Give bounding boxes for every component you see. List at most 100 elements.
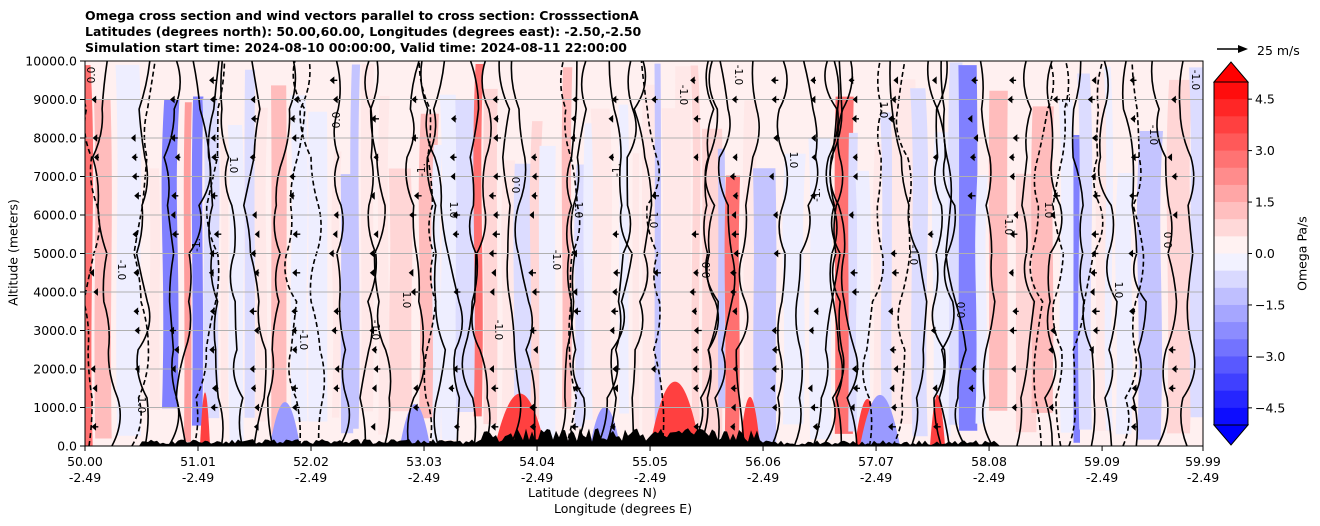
wind-vector-45 [968,384,975,393]
wind-vector-26 [1130,403,1138,412]
wind-vector-231 [289,114,296,123]
wind-vector-207 [608,153,614,162]
colorbar-band-10 [1214,253,1248,272]
wind-vector-10 [812,422,820,431]
wind-vector-249 [492,95,499,104]
omega-shaded-region-69 [1136,131,1163,440]
wind-vector-39 [730,384,737,393]
wind-vector-187 [1129,191,1137,200]
x-tick-label-lat-3: 53.03 [406,454,442,469]
wind-vector-247 [332,95,339,104]
wind-vector-169 [848,211,855,219]
wind-vector-113 [689,288,696,296]
wind-vector-176 [289,191,295,200]
wind-vector-272 [1009,76,1017,85]
wind-vector-221 [291,134,300,142]
wind-vector-243 [169,95,176,104]
wind-vector-163 [409,211,417,219]
y-tick-label-6: 6000.0 [33,208,77,223]
contour-label-29: -1.0 [1147,125,1159,146]
wind-vector-168 [772,211,779,219]
wind-vector-173 [134,191,141,200]
wind-vector-205 [449,153,457,162]
contour-label-10: 1.0 [447,202,459,219]
contour-label-20: 1.0 [787,152,799,169]
wind-vector-56 [612,365,621,373]
x-tick-label-lon-8: -2.49 [973,470,1005,485]
wind-vector-72 [771,345,780,354]
terrain-silhouette [85,428,1203,446]
wind-vector-254 [731,95,739,104]
wind-vector-190 [450,172,456,181]
wind-vector-184 [967,191,976,200]
wind-vector-161 [251,211,257,219]
omega-shaded-region-11 [254,107,268,422]
omega-shaded-region-63 [1058,99,1076,433]
wind-vector-189 [289,172,296,181]
wind-vector-62 [893,365,901,373]
colorbar-tick-label-0: 4.5 [1255,92,1275,107]
wind-vector-48 [90,365,96,373]
wind-vector-65 [1171,365,1178,373]
wind-vector-188 [131,172,140,181]
omega-shaded-region-56 [932,132,953,436]
contour-label-7: -1.0 [369,320,381,341]
contour-label-27: -1. [1061,93,1073,107]
wind-vector-106 [93,288,98,296]
wind-vector-42 [852,384,860,393]
wind-vector-114 [730,288,737,296]
wind-vector-153 [492,230,500,239]
wind-vector-182 [732,191,739,200]
wind-vector-159 [1091,230,1099,239]
wind-vector-115 [851,288,859,296]
colorbar-extend-bottom [1212,424,1250,446]
omega-shaded-region-68 [1115,173,1134,435]
wind-vector-238 [851,114,859,123]
wind-vector-108 [453,288,461,296]
omega-shaded-region-15 [331,151,342,418]
wind-vector-167 [731,211,737,219]
wind-vector-242 [91,95,97,104]
wind-vector-186 [1092,191,1101,200]
omega-shaded-region-8 [220,138,229,410]
wind-vector-47 [1168,384,1176,393]
reference-vector-head [1238,45,1248,53]
colorbar-band-15 [1214,339,1248,357]
wind-vector-74 [1048,345,1053,354]
omega-shaded-region-70 [1166,79,1193,434]
wind-vector-8 [693,422,700,431]
wind-vector-155 [691,230,699,239]
wind-vector-251 [611,95,619,104]
omega-strong-cell-0 [200,392,210,446]
title-line-2: Latitudes (degrees north): 50.00,60.00, … [85,24,642,39]
omega-shaded-region-51 [855,170,872,425]
wind-vector-230 [250,114,259,123]
wind-vector-262 [1171,95,1177,104]
wind-vector-210 [811,153,817,162]
wind-vector-181 [651,191,659,200]
colorbar-extend-top [1212,61,1250,83]
wind-vector-140 [733,249,741,258]
x-tick-label-lat-0: 50.00 [67,454,103,469]
colorbar-band-4 [1214,150,1248,169]
wind-vector-83 [529,326,537,335]
wind-vector-246 [293,95,300,104]
wind-vector-44 [932,384,938,393]
colorbar-tick-label-2: 1.5 [1255,195,1275,210]
wind-vector-170 [1013,211,1019,219]
x-tick-label-lat-5: 55.05 [632,454,668,469]
wind-vector-234 [493,114,499,123]
wind-vector-19 [730,403,736,412]
wind-vector-55 [489,365,494,373]
x-tick-label-lon-2: -2.49 [295,470,327,485]
wind-vector-179 [488,191,496,200]
colorbar-tick-label-6: −4.5 [1255,400,1285,415]
wind-vector-3 [453,422,460,431]
wind-vector-266 [770,76,779,85]
wind-vector-156 [731,230,739,239]
colorbar-label: Omega Pa/s [1294,216,1310,291]
wind-vector-14 [210,403,218,412]
reference-vector-label: 25 m/s [1257,43,1300,58]
x-axis-label-longitude: Longitude (degrees E) [554,501,693,516]
colorbar-band-1 [1214,99,1248,117]
